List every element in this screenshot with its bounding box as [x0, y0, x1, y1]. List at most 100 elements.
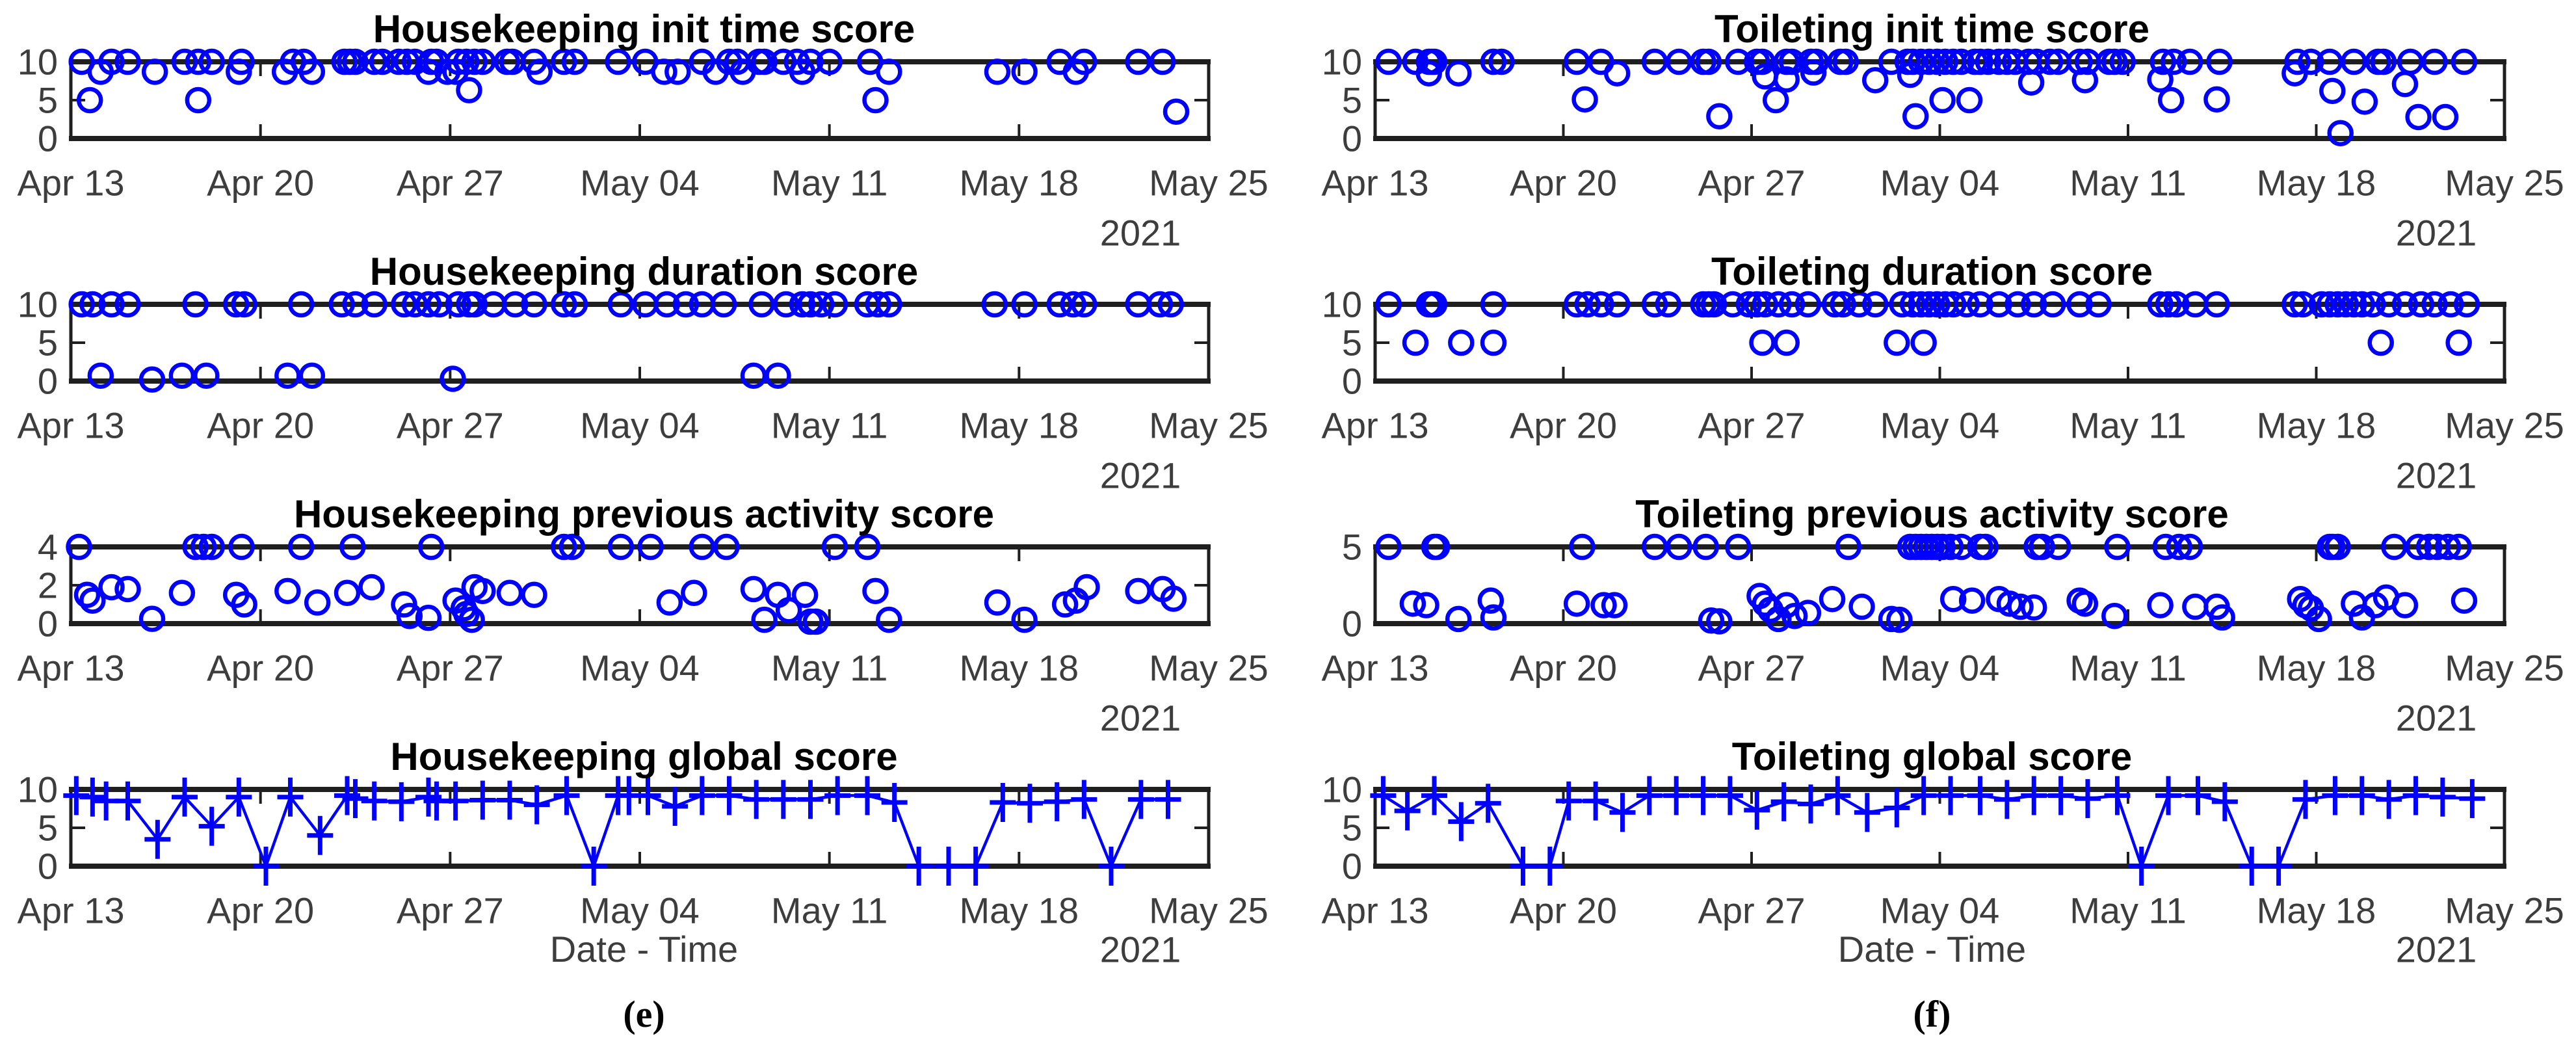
data-point-circle [231, 291, 257, 318]
x-tick-label: Apr 13 [18, 890, 125, 931]
data-point-plus [962, 847, 989, 886]
data-point-circle [66, 533, 92, 561]
data-point-circle [862, 86, 889, 114]
x-tick-label: Apr 27 [1698, 890, 1806, 931]
data-point-circle [1588, 291, 1614, 318]
data-point-plus [1993, 780, 2020, 819]
data-point-plus [1636, 776, 1663, 815]
data-point-circle [182, 533, 209, 561]
data-point-circle [304, 589, 331, 616]
x-tick-label: Apr 20 [1510, 405, 1617, 446]
data-point-circle [1655, 291, 1682, 318]
data-point-circle [1910, 329, 1937, 356]
data-point-circle [1778, 291, 1806, 318]
data-point-plus [1536, 847, 1563, 886]
data-point-circle [551, 48, 577, 75]
x-tick-label: May 25 [1149, 648, 1268, 689]
data-point-circle [1375, 291, 1402, 318]
data-point-circle [2176, 48, 2203, 75]
data-point-circle [1375, 533, 1402, 561]
data-point-circle [2421, 48, 2448, 75]
data-point-circle [1375, 48, 1402, 75]
data-point-plus [1690, 776, 1716, 815]
data-point-plus [342, 779, 369, 819]
data-point-plus [2155, 776, 2182, 815]
x-tick-label: May 04 [580, 648, 700, 689]
data-point-plus [2376, 780, 2402, 819]
data-point-circle [1975, 48, 2002, 75]
chart-title-housekeeping-global: Housekeeping global score [390, 735, 898, 778]
data-point-plus [1475, 784, 1501, 823]
data-point-circle [1773, 66, 1800, 93]
data-point-circle [442, 59, 469, 85]
data-point-circle [1765, 605, 1792, 633]
data-point-circle [2391, 592, 2419, 618]
data-point-plus [716, 776, 743, 815]
x-tick-label: Apr 27 [397, 405, 504, 446]
data-point-circle [415, 59, 442, 85]
data-point-plus [2211, 782, 2238, 821]
data-point-circle [876, 606, 902, 633]
data-point-circle [114, 48, 141, 75]
data-point-circle [1762, 86, 1789, 114]
data-point-circle [193, 362, 220, 389]
x-tick-label: May 25 [2445, 648, 2564, 689]
x-tick-label: Apr 27 [1698, 163, 1806, 204]
data-point-circle [984, 59, 1011, 85]
x-tick-label: May 11 [771, 890, 887, 931]
data-point-circle [415, 291, 442, 318]
data-point-circle [456, 77, 482, 103]
data-point-circle [1399, 590, 1426, 617]
data-point-circle [1571, 86, 1598, 113]
x-tick-label: May 18 [2257, 163, 2376, 204]
data-point-circle [1413, 592, 1439, 618]
data-point-circle [185, 48, 212, 75]
data-point-circle [1073, 574, 1100, 601]
data-point-plus [1583, 781, 1609, 821]
data-point-plus [1609, 793, 1636, 832]
data-point-circle [1574, 291, 1601, 318]
data-point-circle [2071, 590, 2099, 617]
data-point-circle [1480, 48, 1507, 75]
data-point-circle [1603, 291, 1631, 318]
data-point-circle [461, 291, 488, 318]
data-point-circle [2415, 533, 2443, 561]
data-point-circle [1725, 533, 1752, 561]
data-point-circle [1601, 592, 1628, 618]
data-point-circle [198, 533, 225, 561]
data-point-circle [1590, 592, 1617, 618]
data-point-circle [445, 291, 472, 318]
data-point-circle [1848, 593, 1875, 620]
x-tick-label: May 11 [2070, 648, 2186, 689]
x-tick-label: May 18 [2257, 648, 2376, 689]
data-point-circle [1835, 533, 1862, 561]
data-point-circle [1125, 577, 1151, 605]
data-point-circle [526, 59, 553, 85]
data-point-plus [662, 786, 689, 826]
chart-title-toileting-global: Toileting global score [1731, 735, 2133, 778]
data-point-plus [2128, 847, 2155, 886]
data-point-circle [1046, 291, 1073, 318]
y-tick-label: 5 [38, 80, 58, 121]
x-tick-label: May 25 [2445, 890, 2564, 931]
data-point-circle [2405, 533, 2432, 561]
data-point-circle [2101, 602, 2128, 629]
data-point-plus [1127, 780, 1154, 819]
data-point-circle [98, 291, 125, 318]
data-point-circle [2036, 48, 2064, 75]
data-point-plus [469, 780, 496, 820]
data-point-circle [561, 291, 588, 318]
y-tick-label: 5 [1342, 323, 1362, 364]
data-point-circle [1897, 61, 1924, 88]
data-point-circle [1956, 86, 1983, 114]
data-point-circle [2453, 291, 2480, 318]
data-point-plus [1884, 788, 1910, 828]
data-point-circle [87, 59, 114, 85]
data-point-plus [2104, 776, 2131, 815]
data-point-circle [2004, 291, 2031, 318]
data-point-plus [824, 776, 851, 815]
data-point-circle [1773, 329, 1800, 356]
data-point-circle [1832, 48, 1859, 75]
data-point-circle [789, 59, 816, 85]
data-point-circle [1765, 291, 1792, 318]
